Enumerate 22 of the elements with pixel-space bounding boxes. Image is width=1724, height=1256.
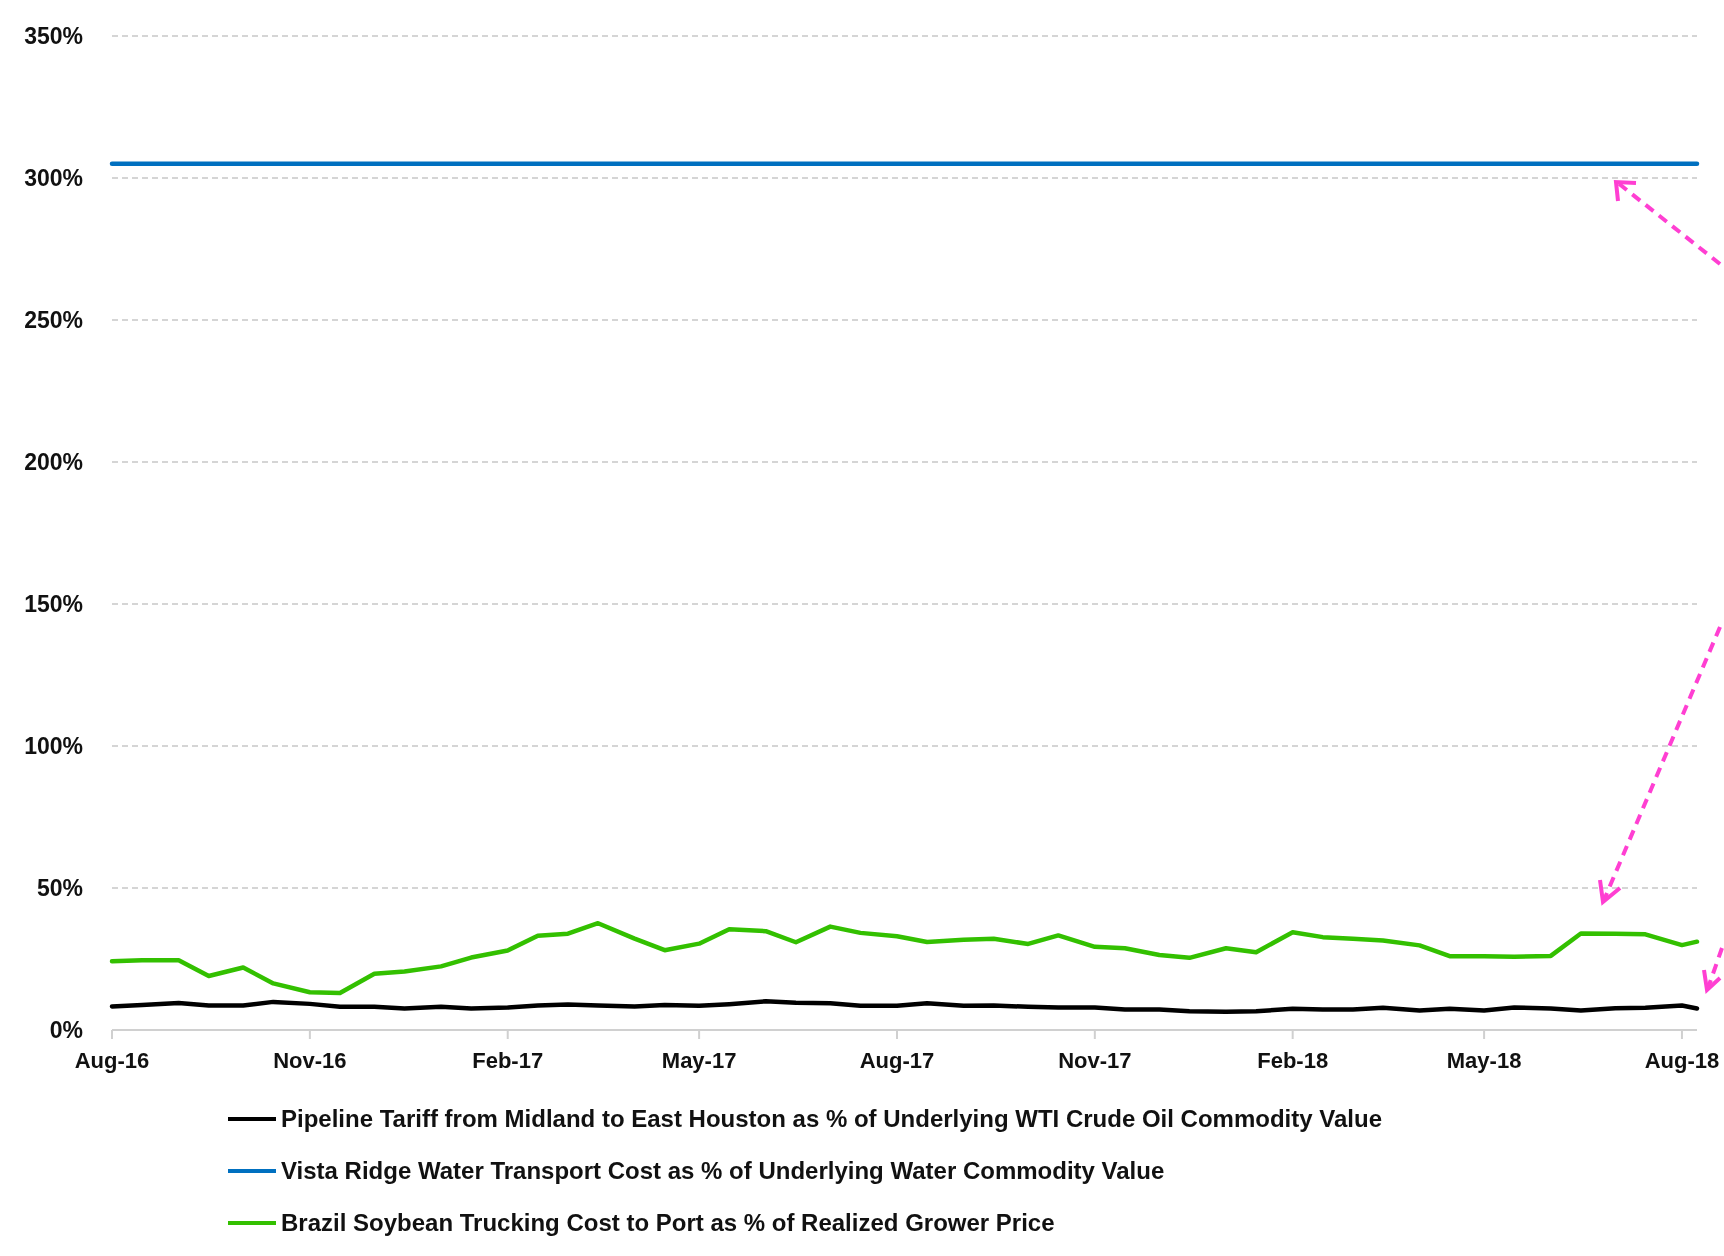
x-tick-label: Aug-17 xyxy=(859,1048,935,1073)
x-tick-label: Feb-17 xyxy=(472,1048,544,1073)
x-tick-label: Aug-16 xyxy=(74,1048,150,1073)
y-tick-label: 250% xyxy=(24,307,83,334)
legend-label: Brazil Soybean Trucking Cost to Port as % of Realized Grower Price xyxy=(281,1209,1055,1237)
x-tick-label: Aug-18 xyxy=(1644,1048,1720,1073)
y-tick-label: 100% xyxy=(24,733,83,760)
y-tick-label: 150% xyxy=(24,591,83,618)
x-tick-label: May-17 xyxy=(661,1048,737,1073)
x-tick-label: May-18 xyxy=(1446,1048,1522,1073)
line-series xyxy=(109,999,1700,1015)
x-tick-label: Nov-16 xyxy=(273,1048,347,1073)
y-tick-label: 0% xyxy=(49,1017,83,1044)
line-series xyxy=(109,920,1700,996)
legend-label: Pipeline Tariff from Midland to East Houston as % of Underlying WTI Crude Oil Commodity Value xyxy=(281,1105,1382,1133)
y-tick-label: 50% xyxy=(36,875,83,902)
x-tick-label: Feb-18 xyxy=(1257,1048,1329,1073)
y-tick-label: 200% xyxy=(24,449,83,476)
x-tick-label: Nov-17 xyxy=(1058,1048,1132,1073)
y-tick-label: 350% xyxy=(24,23,83,50)
y-tick-label: 300% xyxy=(24,165,83,192)
legend-label: Vista Ridge Water Transport Cost as % of Underlying Water Commodity Value xyxy=(281,1157,1165,1185)
